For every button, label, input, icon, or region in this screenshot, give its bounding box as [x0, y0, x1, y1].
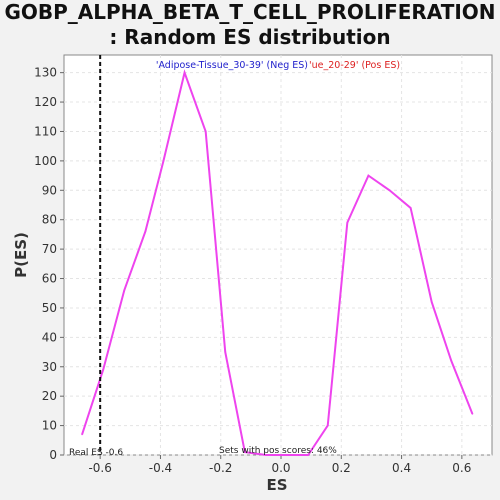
y-tick-label: 100 — [34, 154, 57, 168]
data-point — [144, 230, 147, 233]
y-tick-label: 130 — [34, 66, 57, 80]
plot-area — [63, 54, 493, 456]
y-tick-label: 70 — [42, 242, 57, 256]
data-point — [471, 413, 474, 415]
pos-es-label: 'ue_20-29' (Pos ES) — [309, 60, 400, 71]
neg-es-label: 'Adipose-Tissue_30-39' (Neg ES) — [156, 60, 308, 71]
x-tick-label: 0.6 — [452, 461, 471, 475]
data-point — [244, 451, 246, 453]
x-tick-label: 0.0 — [271, 461, 290, 475]
data-point — [81, 433, 83, 436]
chart-title: GOBP_ALPHA_BETA_T_CELL_PROLIFERATION : R… — [0, 0, 500, 50]
x-tick-label: 0.2 — [332, 461, 351, 475]
x-tick-label: -0.4 — [149, 461, 172, 475]
x-tick-label: -0.6 — [88, 461, 111, 475]
y-axis-label: P(ES) — [12, 232, 30, 278]
y-tick-label: 50 — [42, 301, 57, 315]
y-tick-label: 60 — [42, 272, 57, 286]
chart-title-line2: : Random ES distribution — [109, 25, 391, 49]
data-point — [183, 71, 186, 74]
x-axis-label: ES — [266, 476, 287, 494]
series-group — [81, 69, 474, 456]
y-tick-label: 20 — [42, 389, 57, 403]
y-tick-label: 30 — [42, 360, 57, 374]
y-tick-label: 110 — [34, 124, 57, 138]
y-tick-label: 0 — [49, 448, 57, 462]
y-tick-label: 80 — [42, 213, 57, 227]
pos-scores-label: Sets with pos scores: 46% — [219, 446, 337, 456]
data-point — [286, 454, 288, 456]
y-tick-label: 90 — [42, 183, 57, 197]
data-point — [388, 189, 391, 192]
y-tick-label: 120 — [34, 95, 57, 109]
x-axis-ticks: -0.6 -0.4 -0.2 0.0 0.2 0.4 0.6 — [88, 455, 471, 475]
x-tick-label: -0.2 — [209, 461, 232, 475]
data-point — [224, 351, 227, 353]
data-point — [162, 160, 165, 162]
y-axis-ticks: 0 10 20 30 40 50 60 70 80 90 100 110 120 130 — [34, 66, 64, 462]
x-tick-label: 0.4 — [392, 461, 411, 475]
real-es-label: Real ES -0.6 — [69, 448, 123, 458]
data-point — [102, 368, 104, 371]
data-point — [265, 454, 267, 456]
data-point — [307, 454, 309, 456]
data-point — [367, 174, 370, 177]
data-point — [346, 221, 349, 224]
series-line — [81, 69, 474, 456]
data-point — [123, 289, 126, 292]
data-point — [450, 360, 453, 362]
data-point — [204, 130, 207, 133]
chart-title-line1: GOBP_ALPHA_BETA_T_CELL_PROLIFERATION — [4, 0, 496, 24]
y-tick-label: 40 — [42, 330, 57, 344]
data-point — [430, 301, 433, 303]
data-point — [326, 424, 329, 427]
data-point — [409, 207, 412, 209]
y-tick-label: 10 — [42, 419, 57, 433]
